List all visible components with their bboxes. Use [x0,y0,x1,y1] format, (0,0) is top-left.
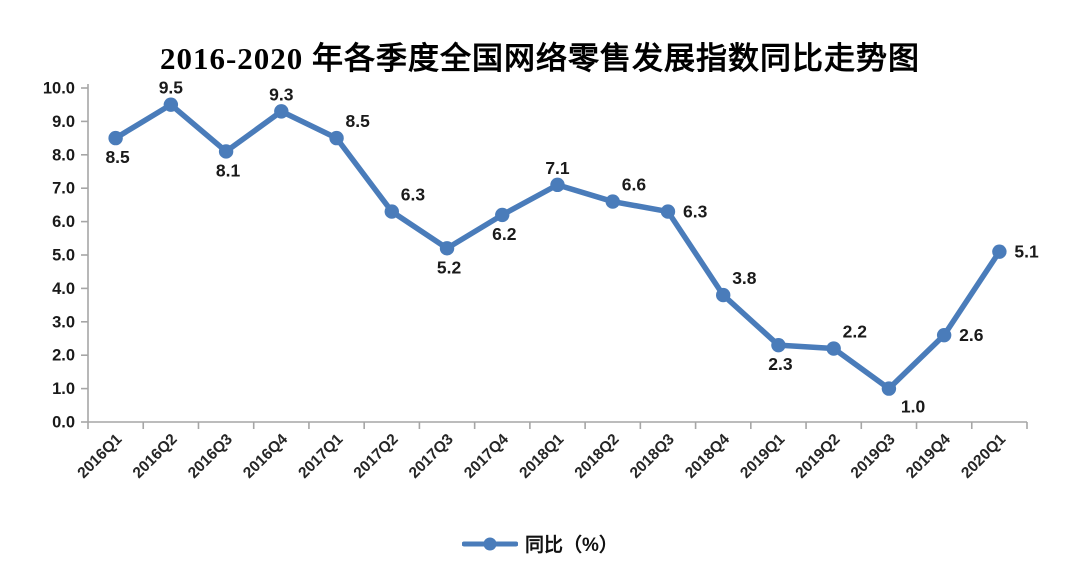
x-tick-label: 2016Q2 [130,431,181,482]
y-tick-label: 0.0 [52,414,75,432]
data-point [660,204,676,219]
data-label: 2.3 [768,354,793,374]
chart-title: 2016-2020 年各季度全国网络零售发展指数同比走势图 [159,40,921,76]
data-label: 6.2 [492,224,517,244]
legend-line-marker-icon [462,537,519,550]
x-tick-label: 2016Q3 [185,431,236,482]
x-tick-label: 2018Q1 [516,431,567,482]
data-label: 2.2 [843,322,868,342]
y-tick-label: 4.0 [52,280,75,298]
x-tick-label: 2020Q1 [958,431,1009,482]
data-point [716,287,731,303]
x-tick-label: 2016Q1 [74,431,125,482]
data-label: 7.1 [545,158,570,178]
data-label: 5.1 [1014,242,1039,262]
data-point [771,337,786,353]
data-point [826,341,841,356]
data-point [384,204,399,219]
y-tick-label: 1.0 [52,380,75,398]
chart-legend: 同比（%） [0,530,1080,557]
y-tick-label: 8.0 [52,146,75,164]
y-tick-label: 9.0 [52,113,75,131]
legend-marker [483,537,497,550]
data-point [274,104,289,119]
y-tick-label: 5.0 [52,247,75,265]
data-label: 8.5 [346,111,371,131]
x-tick-label: 2019Q3 [848,431,899,482]
data-point [495,207,510,223]
y-tick-label: 3.0 [52,313,75,331]
data-label: 6.6 [622,175,647,195]
x-tick-label: 2017Q2 [351,431,402,482]
data-point [329,130,344,146]
x-tick-label: 2018Q4 [682,431,733,482]
x-tick-label: 2019Q4 [903,431,954,482]
data-point [936,327,952,343]
data-label: 9.3 [269,84,294,104]
trend-line [112,101,1003,392]
data-point [992,244,1007,259]
x-tick-label: 2017Q3 [406,431,457,482]
x-tick-label: 2018Q2 [572,431,623,482]
x-tick-label: 2017Q4 [461,431,512,482]
x-tick-label: 2019Q2 [792,431,843,482]
data-label: 6.3 [683,202,708,222]
data-point [163,97,179,112]
data-point [550,177,565,193]
x-tick-label: 2019Q1 [737,431,788,482]
data-point [218,144,234,159]
line-chart: 0.0 1.0 2.0 3.0 4.0 5.0 6.0 7.0 8.0 9.0 10.0 2016Q1… [43,78,1039,482]
x-tick-label: 2018Q3 [627,431,678,482]
y-tick-label: 7.0 [52,180,75,198]
data-label: 1.0 [901,397,926,417]
data-label: 2.6 [959,325,984,345]
data-point [881,381,897,396]
data-label: 5.2 [437,257,462,277]
y-tick-label: 6.0 [52,213,75,231]
data-point [108,130,123,146]
data-label: 6.3 [401,185,426,205]
data-label: 8.1 [216,160,241,180]
y-tick-label: 2.0 [52,347,75,365]
data-point [605,194,620,209]
legend-label: 同比（%） [525,535,618,556]
x-tick-label: 2016Q4 [240,431,291,482]
data-point [439,241,455,256]
data-label: 9.5 [159,78,184,98]
x-tick-label: 2017Q1 [295,431,346,482]
data-label: 8.5 [105,147,130,167]
data-label: 3.8 [732,268,757,288]
y-tick-label: 10.0 [43,80,75,98]
